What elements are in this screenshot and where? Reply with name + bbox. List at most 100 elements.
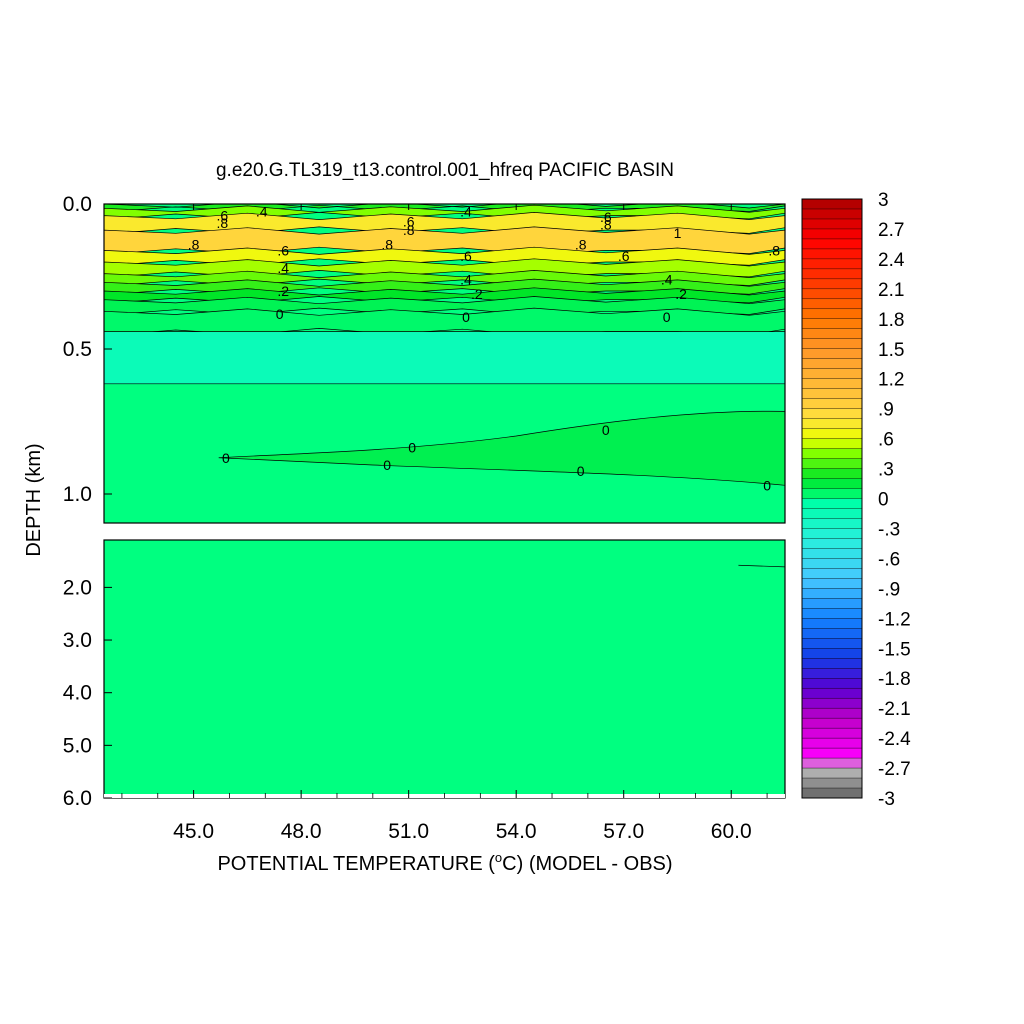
contour-label: .4 — [661, 271, 673, 287]
y-tick-label: 0.5 — [63, 338, 92, 361]
colorbar-frame — [801, 198, 863, 799]
colorbar-label: 1.2 — [878, 370, 904, 391]
contour-label: .8 — [216, 215, 228, 231]
contour-label: .6 — [600, 209, 612, 225]
contour-label: 1 — [674, 225, 682, 241]
colorbar-swatch — [801, 428, 863, 440]
colorbar-label: -2.1 — [878, 699, 911, 720]
y-tick-label: 1.0 — [63, 483, 92, 506]
colorbar-label: -3 — [878, 789, 895, 810]
colorbar-swatch — [801, 268, 863, 280]
contour-label: .4 — [460, 203, 472, 219]
colorbar-swatch — [801, 398, 863, 410]
chart-title: g.e20.G.TL319_t13.control.001_hfreq PACI… — [216, 160, 674, 181]
contour-label: 0 — [602, 422, 610, 438]
colorbar-swatch — [801, 288, 863, 300]
colorbar-swatch — [801, 418, 863, 430]
colorbar-label: .6 — [878, 430, 894, 451]
contour-label: 0 — [577, 463, 585, 479]
colorbar-swatch — [801, 438, 863, 450]
colorbar-swatch — [801, 408, 863, 420]
colorbar-swatch — [801, 697, 863, 709]
contour-label: .8 — [600, 216, 612, 232]
contour-label: .4 — [256, 203, 268, 219]
contour-label: .8 — [188, 237, 200, 253]
contour-label: 0 — [222, 450, 230, 466]
contour-label: .2 — [277, 283, 289, 299]
y-tick-label: 4.0 — [63, 682, 92, 705]
colorbar-swatch — [801, 278, 863, 290]
contour-label: 0 — [663, 309, 671, 325]
colorbar-label: -1.2 — [878, 609, 911, 630]
colorbar: 3 2.7 2.4 2.1 1.8 1.5 1.2 .9 .6 .3 0 -.3 -.6 -.9 -1.2 -… — [801, 190, 911, 810]
contour-band — [104, 246, 785, 267]
colorbar-swatch — [801, 258, 863, 270]
contour-band — [104, 258, 785, 278]
colorbar-swatch — [801, 648, 863, 659]
colorbar-swatch — [801, 308, 863, 320]
colorbar-label: -.6 — [878, 549, 900, 570]
contour-band — [218, 410, 785, 486]
colorbar-label: -1.8 — [878, 669, 911, 690]
colorbar-label: .9 — [878, 400, 894, 421]
y-axis-label: DEPTH (km) — [23, 443, 45, 556]
x-tick-label: 48.0 — [281, 820, 322, 843]
contour-band — [104, 296, 785, 316]
colorbar-swatch — [801, 717, 863, 729]
colorbar-label: -.9 — [878, 579, 900, 600]
colorbar-swatch — [801, 558, 863, 569]
contour-label: .6 — [403, 213, 415, 229]
colorbar-swatch — [801, 787, 863, 799]
contour-label: .8 — [381, 237, 393, 253]
colorbar-swatch — [801, 248, 863, 260]
colorbar-swatch — [801, 618, 863, 629]
colorbar-swatch — [801, 358, 863, 370]
contour-label: .2 — [471, 286, 483, 302]
contour-band — [104, 212, 785, 235]
colorbar-swatch — [801, 518, 863, 529]
contour-label: 0 — [763, 477, 771, 493]
colorbar-swatch — [801, 378, 863, 390]
colorbar-swatch — [801, 588, 863, 599]
colorbar-label: .3 — [878, 460, 894, 481]
colorbar-swatch — [801, 328, 863, 340]
x-tick-label: 57.0 — [603, 820, 644, 843]
colorbar-swatch — [801, 707, 863, 719]
colorbar-swatch — [801, 218, 863, 230]
colorbar-label: 1.5 — [878, 340, 904, 361]
colorbar-swatch — [801, 478, 863, 490]
colorbar-label: -2.4 — [878, 729, 911, 750]
colorbar-swatch — [801, 628, 863, 639]
colorbar-label: 1.8 — [878, 310, 904, 331]
colorbar-label: 2.4 — [878, 250, 905, 271]
colorbar-swatch — [801, 198, 863, 210]
y-tick-label: 6.0 — [63, 787, 92, 810]
contour-label: .6 — [460, 248, 472, 264]
contour-label: .8 — [768, 242, 780, 258]
colorbar-label: -1.5 — [878, 639, 911, 660]
colorbar-swatch — [801, 598, 863, 609]
x-axis-label: POTENTIAL TEMPERATURE (oC) (MODEL - OBS) — [217, 850, 672, 875]
colorbar-swatch — [801, 208, 863, 220]
contour-line — [738, 564, 786, 568]
contour-label: .4 — [277, 260, 289, 276]
colorbar-swatch — [801, 368, 863, 380]
x-tick-label: 51.0 — [388, 820, 429, 843]
colorbar-swatch — [801, 498, 863, 509]
contour-label: 0 — [408, 440, 416, 456]
colorbar-swatch — [801, 578, 863, 589]
colorbar-label: -.3 — [878, 520, 900, 541]
colorbar-swatch — [801, 338, 863, 350]
colorbar-swatch — [801, 458, 863, 470]
y-tick-label: 2.0 — [63, 576, 92, 599]
contour-label: .6 — [216, 208, 228, 224]
colorbar-swatch — [801, 608, 863, 619]
colorbar-swatch — [801, 568, 863, 579]
colorbar-swatch — [801, 488, 863, 499]
contour-label: .6 — [618, 248, 630, 264]
y-tick-label: 3.0 — [63, 629, 92, 652]
colorbar-swatch — [801, 468, 863, 480]
contour-label: .8 — [403, 222, 415, 238]
colorbar-swatch — [801, 727, 863, 739]
contour-band — [104, 307, 785, 336]
